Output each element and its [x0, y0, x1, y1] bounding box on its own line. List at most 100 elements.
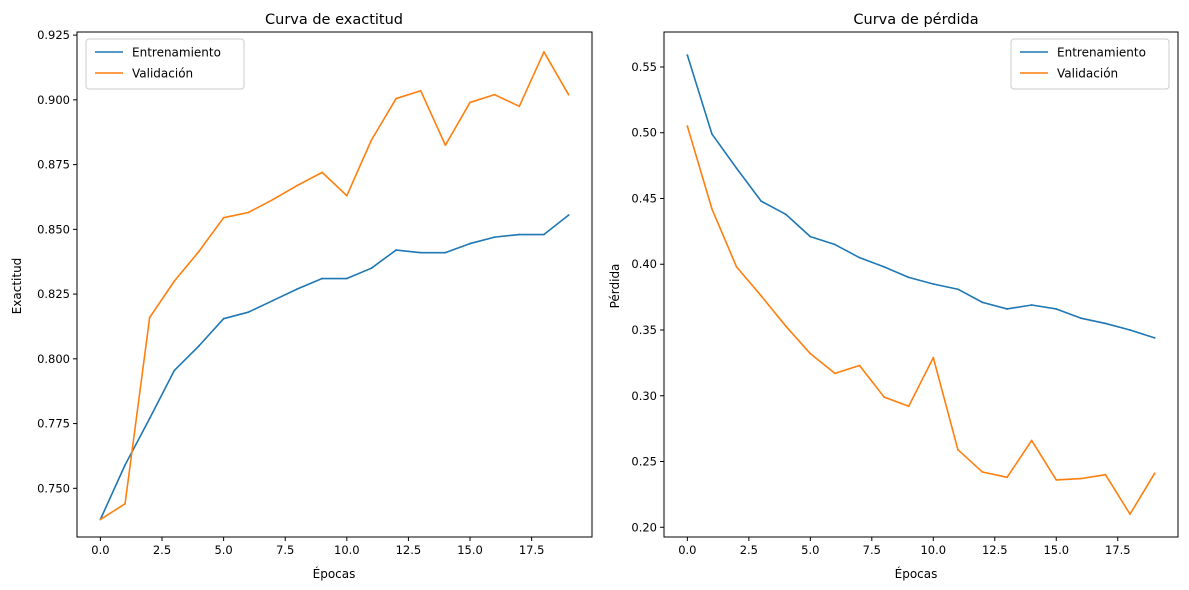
accuracy-data-point-train [247, 311, 250, 314]
loss-data-point-validation [907, 405, 910, 408]
accuracy-data-point-validation [543, 51, 545, 53]
loss-data-point-train [686, 54, 689, 57]
accuracy-data-point-train [543, 233, 545, 236]
loss-data-point-validation [1129, 513, 1131, 516]
accuracy-data-point-validation [567, 93, 570, 96]
loss-data-point-validation [784, 325, 787, 327]
accuracy-x-tick-label: 17.5 [519, 543, 545, 557]
loss-data-point-train [1104, 322, 1107, 325]
loss-y-tick-label: 0.30 [631, 389, 657, 403]
loss-data-point-validation [858, 364, 861, 367]
loss-data-point-validation [686, 125, 689, 128]
loss-y-tick-label: 0.55 [631, 60, 657, 74]
loss-data-point-train [956, 288, 959, 291]
loss-x-tick-label: 17.5 [1105, 543, 1131, 557]
loss-series-line-validation [686, 125, 1156, 515]
accuracy-y-tick-label: 0.750 [37, 481, 70, 495]
loss-x-tick-label: 0.0 [678, 543, 696, 557]
loss-data-point-validation [932, 356, 935, 359]
loss-data-point-validation [834, 372, 836, 375]
accuracy-x-axis-label: Épocas [313, 566, 356, 581]
accuracy-data-point-validation [419, 89, 422, 92]
accuracy-x-tick-label: 10.0 [334, 543, 360, 557]
loss-y-tick-label: 0.50 [631, 126, 657, 140]
accuracy-data-point-train [296, 288, 299, 290]
loss-data-point-validation [809, 352, 812, 355]
loss-data-point-train [711, 133, 713, 135]
accuracy-data-point-train [444, 251, 447, 254]
accuracy-y-tick-label: 0.850 [37, 222, 70, 236]
accuracy-y-tick-label: 0.775 [37, 417, 70, 431]
accuracy-legend-label: Validación [132, 67, 193, 81]
accuracy-legend-box [85, 38, 245, 90]
loss-legend: Entrenamiento Validación [1010, 38, 1170, 90]
accuracy-legend: Entrenamiento Validación [85, 38, 245, 90]
loss-x-tick-label: 5.0 [801, 543, 819, 557]
loss-data-point-validation [1079, 477, 1082, 480]
loss-plot-frame [663, 31, 1179, 538]
loss-y-tick-label: 0.35 [631, 323, 657, 337]
loss-x-tick-label: 15.0 [1043, 543, 1069, 557]
accuracy-data-point-validation [321, 171, 324, 174]
loss-data-point-validation [760, 294, 763, 297]
loss-data-point-train [1030, 304, 1033, 306]
accuracy-data-point-train [518, 233, 521, 236]
accuracy-data-point-train [124, 464, 126, 466]
loss-data-point-train [932, 283, 935, 285]
accuracy-data-point-validation [444, 144, 447, 147]
loss-data-point-validation [1030, 439, 1033, 442]
loss-data-point-validation [735, 265, 738, 268]
accuracy-series-line-train [99, 214, 570, 521]
accuracy-chart: Curva de exactitud Épocas Exactitud 0.0 2… [10, 12, 593, 581]
accuracy-y-axis-label: Exactitud [10, 258, 24, 315]
loss-data-point-train [907, 276, 910, 279]
accuracy-data-point-train [567, 214, 570, 216]
loss-y-tick-label: 0.25 [631, 455, 657, 469]
accuracy-data-point-validation [493, 93, 496, 96]
loss-data-point-validation [711, 208, 713, 210]
accuracy-plot-frame [76, 31, 593, 538]
accuracy-data-point-train [419, 251, 422, 254]
accuracy-data-point-validation [370, 139, 373, 141]
loss-data-point-train [1129, 329, 1131, 331]
accuracy-data-point-validation [247, 211, 250, 214]
accuracy-data-point-train [271, 299, 274, 302]
accuracy-x-tick-label: 15.0 [457, 543, 483, 557]
accuracy-data-point-validation [148, 316, 151, 319]
loss-data-point-train [1153, 336, 1156, 339]
loss-data-point-train [1006, 308, 1008, 310]
accuracy-series-line-validation [99, 51, 570, 521]
accuracy-data-point-validation [198, 250, 200, 253]
accuracy-y-tick-label: 0.825 [37, 287, 70, 301]
accuracy-x-tick-label: 0.0 [91, 543, 109, 557]
loss-data-point-validation [1055, 479, 1058, 481]
accuracy-data-point-train [370, 267, 373, 270]
loss-data-point-validation [956, 448, 959, 451]
loss-chart-title: Curva de pérdida [853, 12, 978, 28]
loss-x-tick-label: 12.5 [982, 543, 1008, 557]
accuracy-x-tick-label: 12.5 [396, 543, 422, 557]
loss-data-point-validation [883, 396, 886, 398]
accuracy-data-point-train [148, 417, 151, 420]
accuracy-data-point-train [198, 344, 200, 347]
accuracy-data-point-train [395, 249, 398, 251]
loss-data-point-train [858, 256, 861, 259]
loss-series-line-train [686, 54, 1156, 339]
loss-data-point-train [784, 213, 787, 216]
loss-x-tick-label: 10.0 [920, 543, 946, 557]
accuracy-data-point-validation [271, 198, 274, 201]
loss-data-point-train [1055, 308, 1058, 310]
loss-legend-box [1010, 38, 1170, 90]
loss-legend-label: Validación [1057, 67, 1118, 81]
accuracy-data-point-validation [518, 105, 521, 108]
loss-y-tick-label: 0.40 [631, 257, 657, 271]
accuracy-data-point-validation [173, 280, 176, 283]
loss-x-tick-label: 7.5 [863, 543, 881, 557]
loss-chart: Curva de pérdida Épocas Pérdida 0.0 2.5 5.… [608, 12, 1179, 581]
accuracy-y-tick-label: 0.900 [37, 93, 70, 107]
loss-data-point-validation [1104, 473, 1107, 476]
loss-y-axis-label: Pérdida [608, 264, 622, 309]
loss-y-tick-label: 0.45 [631, 191, 657, 205]
loss-data-point-validation [981, 471, 984, 473]
